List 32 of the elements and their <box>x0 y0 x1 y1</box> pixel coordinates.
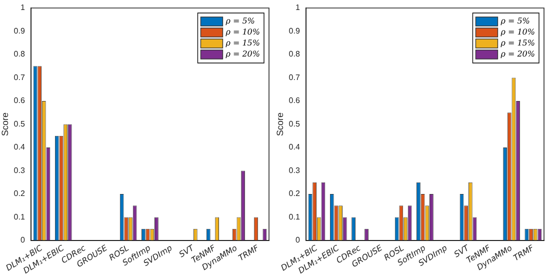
y-tick-label: 0.2 <box>288 189 300 198</box>
y-tick-label: 0.4 <box>288 142 300 152</box>
legend-label: ρ = 5% <box>500 16 530 26</box>
legend-label: ρ = 20% <box>224 50 260 59</box>
y-tick-label: 0 <box>20 236 26 245</box>
y-tick-label: 0.2 <box>14 189 26 198</box>
y-tick-label: 0.7 <box>288 72 300 82</box>
y-tick-label: 0.3 <box>288 166 300 175</box>
y-tick-label: 0 <box>295 236 300 245</box>
y-tick-label: 0.8 <box>288 50 300 59</box>
y-tick-label: 1 <box>295 3 300 12</box>
y-tick-label: 0.1 <box>14 212 26 222</box>
legend-label: ρ = 15% <box>224 38 260 48</box>
legend-label: ρ = 5% <box>224 16 256 26</box>
y-tick-label: 0.5 <box>288 119 300 128</box>
y-tick-label: 0.4 <box>14 142 26 152</box>
y-tick-label: 0.5 <box>14 119 26 128</box>
y-tick-label: 1 <box>20 3 26 12</box>
y-tick-label: 0.1 <box>288 212 300 222</box>
y-tick-label: 0.3 <box>14 166 26 175</box>
legend-label: ρ = 10% <box>224 28 260 37</box>
y-tick-label: 0.9 <box>14 26 26 36</box>
y-axis-title: Score <box>274 112 285 136</box>
legend-label: ρ = 10% <box>500 28 536 37</box>
y-tick-label: 0.6 <box>288 96 300 106</box>
legend-label: ρ = 15% <box>500 38 536 48</box>
y-tick-label: 0.6 <box>14 96 26 106</box>
y-tick-label: 0.7 <box>14 72 26 82</box>
y-axis-title: Score <box>0 112 10 136</box>
y-tick-label: 0.9 <box>288 26 300 36</box>
legend-label: ρ = 20% <box>500 50 536 59</box>
y-tick-label: 0.8 <box>14 50 26 59</box>
